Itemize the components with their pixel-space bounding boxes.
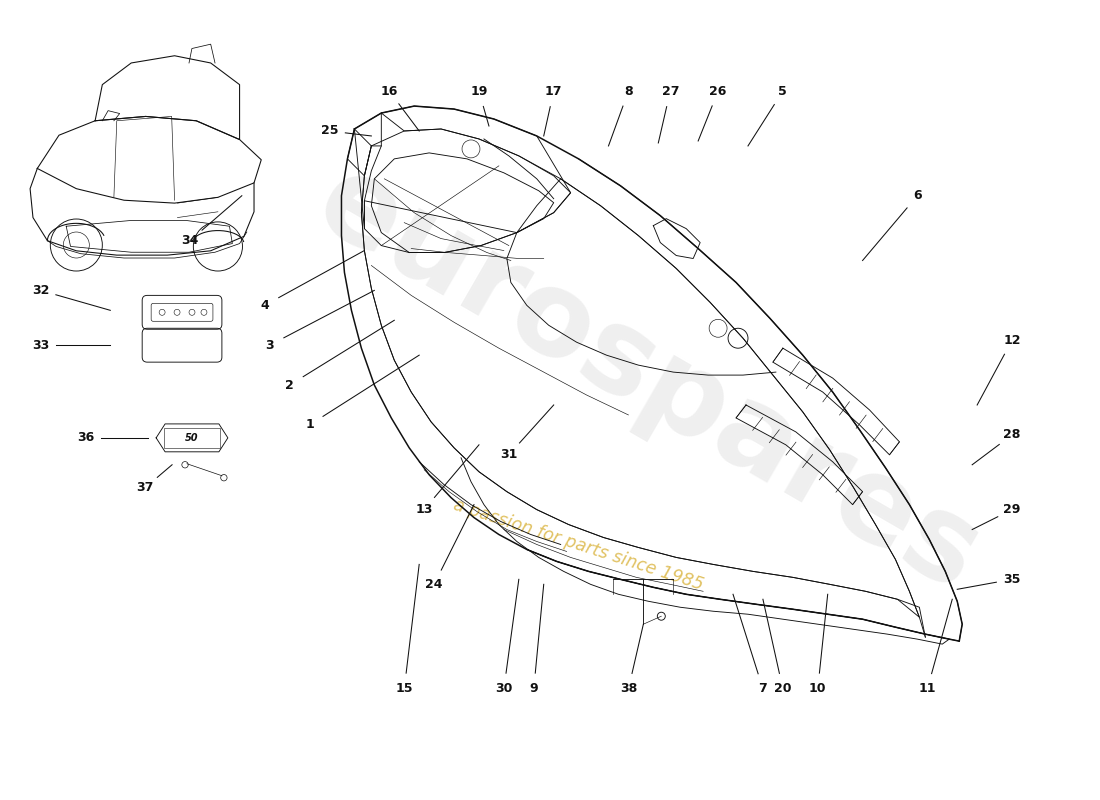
Text: 50: 50 [185, 433, 199, 443]
Text: 15: 15 [396, 682, 412, 695]
Text: 36: 36 [77, 431, 94, 444]
Text: 2: 2 [285, 378, 294, 391]
Text: 20: 20 [774, 682, 792, 695]
Text: 38: 38 [619, 682, 637, 695]
Text: 28: 28 [1003, 428, 1021, 442]
Text: 25: 25 [321, 125, 339, 138]
Text: 8: 8 [624, 85, 632, 98]
Text: 1: 1 [305, 418, 314, 431]
Text: 4: 4 [261, 299, 270, 312]
Text: 19: 19 [471, 85, 487, 98]
Text: 3: 3 [265, 338, 274, 352]
Text: 27: 27 [661, 85, 679, 98]
Text: 16: 16 [381, 85, 398, 98]
Text: 33: 33 [32, 338, 50, 352]
Text: 17: 17 [544, 85, 562, 98]
Text: 35: 35 [1003, 573, 1021, 586]
Text: 31: 31 [500, 448, 517, 462]
Text: 9: 9 [529, 682, 538, 695]
Text: 12: 12 [1003, 334, 1021, 346]
Text: 29: 29 [1003, 503, 1021, 516]
Text: a passion for parts since 1985: a passion for parts since 1985 [451, 495, 706, 594]
Text: 32: 32 [32, 284, 50, 297]
Text: 10: 10 [808, 682, 826, 695]
Text: eurospares: eurospares [297, 144, 1000, 616]
Text: 5: 5 [779, 85, 788, 98]
Text: 30: 30 [495, 682, 513, 695]
Text: 6: 6 [913, 190, 922, 202]
Text: 11: 11 [918, 682, 936, 695]
Text: 13: 13 [416, 503, 432, 516]
Text: 26: 26 [710, 85, 727, 98]
Text: 34: 34 [182, 234, 199, 247]
Text: 24: 24 [426, 578, 443, 591]
Text: 37: 37 [136, 481, 154, 494]
Text: 7: 7 [759, 682, 768, 695]
